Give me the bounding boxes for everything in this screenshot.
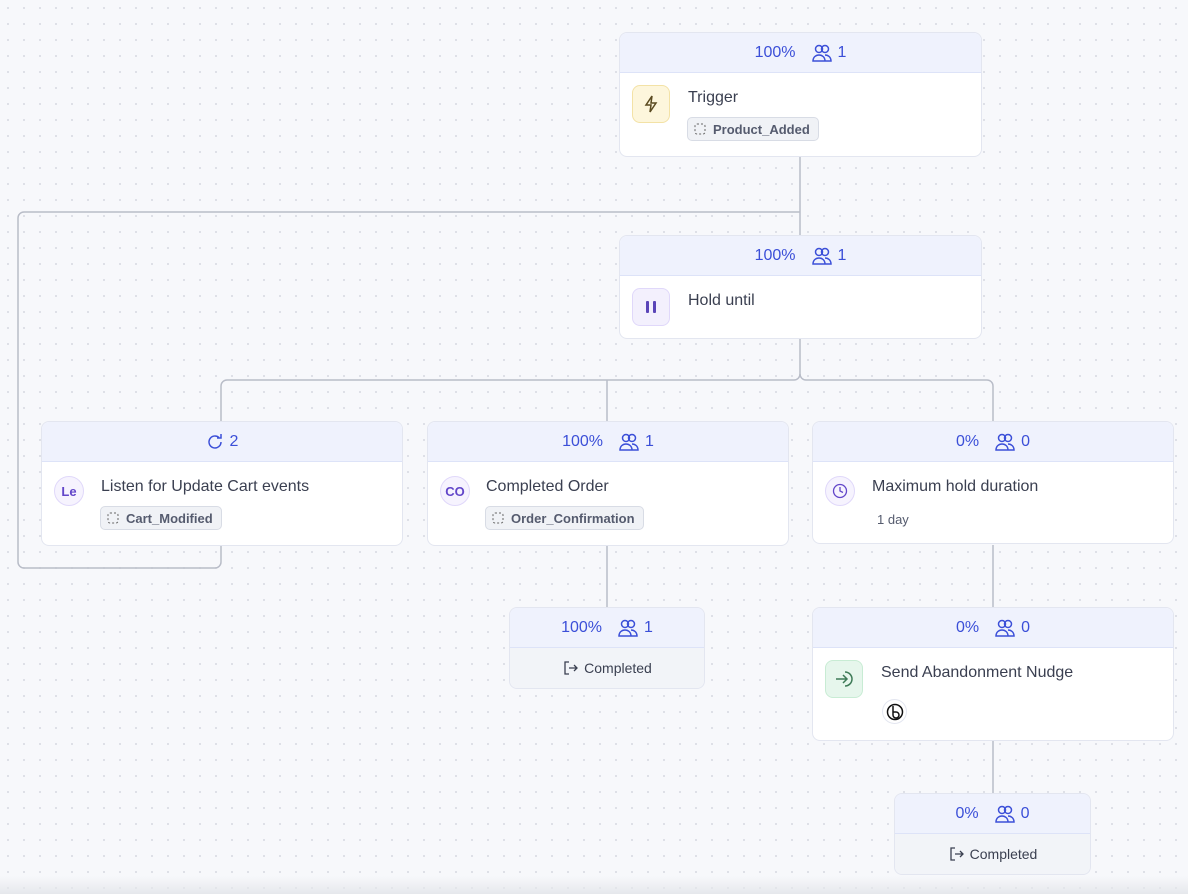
user-count: 1: [644, 618, 653, 636]
connector-loop: [17, 211, 800, 569]
percent: 100%: [561, 618, 602, 636]
percent: 0%: [955, 432, 980, 450]
node-stats: 100% 1: [620, 33, 981, 73]
percent: 100%: [562, 432, 603, 450]
hold-node[interactable]: 100% 1 Hold until: [619, 235, 982, 339]
event-icon: [694, 123, 706, 134]
completed-order-node[interactable]: 100% 1 CO Completed Order Order_Confirmat…: [427, 421, 789, 546]
node-stats: 100% 1: [510, 608, 704, 648]
user-count: 1: [837, 43, 847, 61]
event-icon: [107, 512, 119, 523]
percent: 0%: [955, 618, 980, 636]
enter-icon: [825, 660, 863, 698]
node-title: Trigger: [688, 89, 739, 106]
connector-hold-listen: [220, 338, 801, 421]
loop-icon: [207, 433, 222, 449]
connector-hold-max: [799, 373, 994, 421]
user-count: 1: [837, 246, 847, 264]
node-stats: 0% 0: [813, 422, 1173, 462]
pause-icon: [632, 288, 670, 326]
clock-icon: [825, 476, 855, 506]
users-icon: [811, 247, 832, 265]
user-count: 1: [645, 432, 654, 450]
end-label: Completed: [969, 846, 1038, 862]
send-nudge-node[interactable]: 0% 0 Send Abandonment Nudge: [812, 607, 1174, 741]
node-stats: 0% 0: [813, 608, 1173, 648]
node-stats: 2: [42, 422, 402, 462]
bottom-shade: [0, 876, 1188, 894]
users-icon: [619, 433, 639, 451]
channel-logo-icon: [882, 699, 907, 724]
percent: 100%: [754, 43, 796, 61]
end-label: Completed: [584, 660, 652, 676]
completed-end-node[interactable]: 100% 1 Completed: [509, 607, 705, 689]
users-icon: [995, 619, 1015, 637]
node-title: Maximum hold duration: [872, 478, 1039, 495]
user-count: 0: [1020, 804, 1030, 822]
percent: 0%: [955, 804, 979, 822]
node-stats: 0% 0: [895, 794, 1090, 834]
avatar: CO: [440, 476, 470, 506]
exit-icon: [949, 847, 964, 861]
listen-node[interactable]: 2 Le Listen for Update Cart events Cart_…: [41, 421, 403, 546]
users-icon: [994, 805, 1015, 823]
node-title: Listen for Update Cart events: [101, 478, 310, 495]
users-icon: [995, 433, 1015, 451]
node-stats: 100% 1: [620, 236, 981, 276]
user-count: 0: [1021, 432, 1031, 450]
percent: 100%: [754, 246, 796, 264]
node-stats: 100% 1: [428, 422, 788, 462]
loop-count: 2: [229, 432, 239, 450]
exit-icon: [564, 661, 579, 675]
node-title: Completed Order: [486, 478, 609, 495]
users-icon: [811, 44, 832, 62]
user-count: 0: [1021, 618, 1031, 636]
max-hold-node[interactable]: 0% 0 Maximum hold duration 1 day: [812, 421, 1174, 544]
node-title: Send Abandonment Nudge: [881, 664, 1074, 681]
event-chip: Order_Confirmation: [485, 506, 644, 530]
trigger-node[interactable]: 100% 1 Trigger Product_Added: [619, 32, 982, 157]
event-icon: [492, 512, 504, 523]
duration: 1 day: [877, 512, 909, 527]
lightning-icon: [632, 85, 670, 123]
completed-end-node-2[interactable]: 0% 0 Completed: [894, 793, 1091, 875]
event-chip: Product_Added: [687, 117, 819, 141]
node-title: Hold until: [688, 292, 755, 309]
users-icon: [618, 619, 638, 637]
event-chip: Cart_Modified: [100, 506, 222, 530]
avatar: Le: [54, 476, 84, 506]
